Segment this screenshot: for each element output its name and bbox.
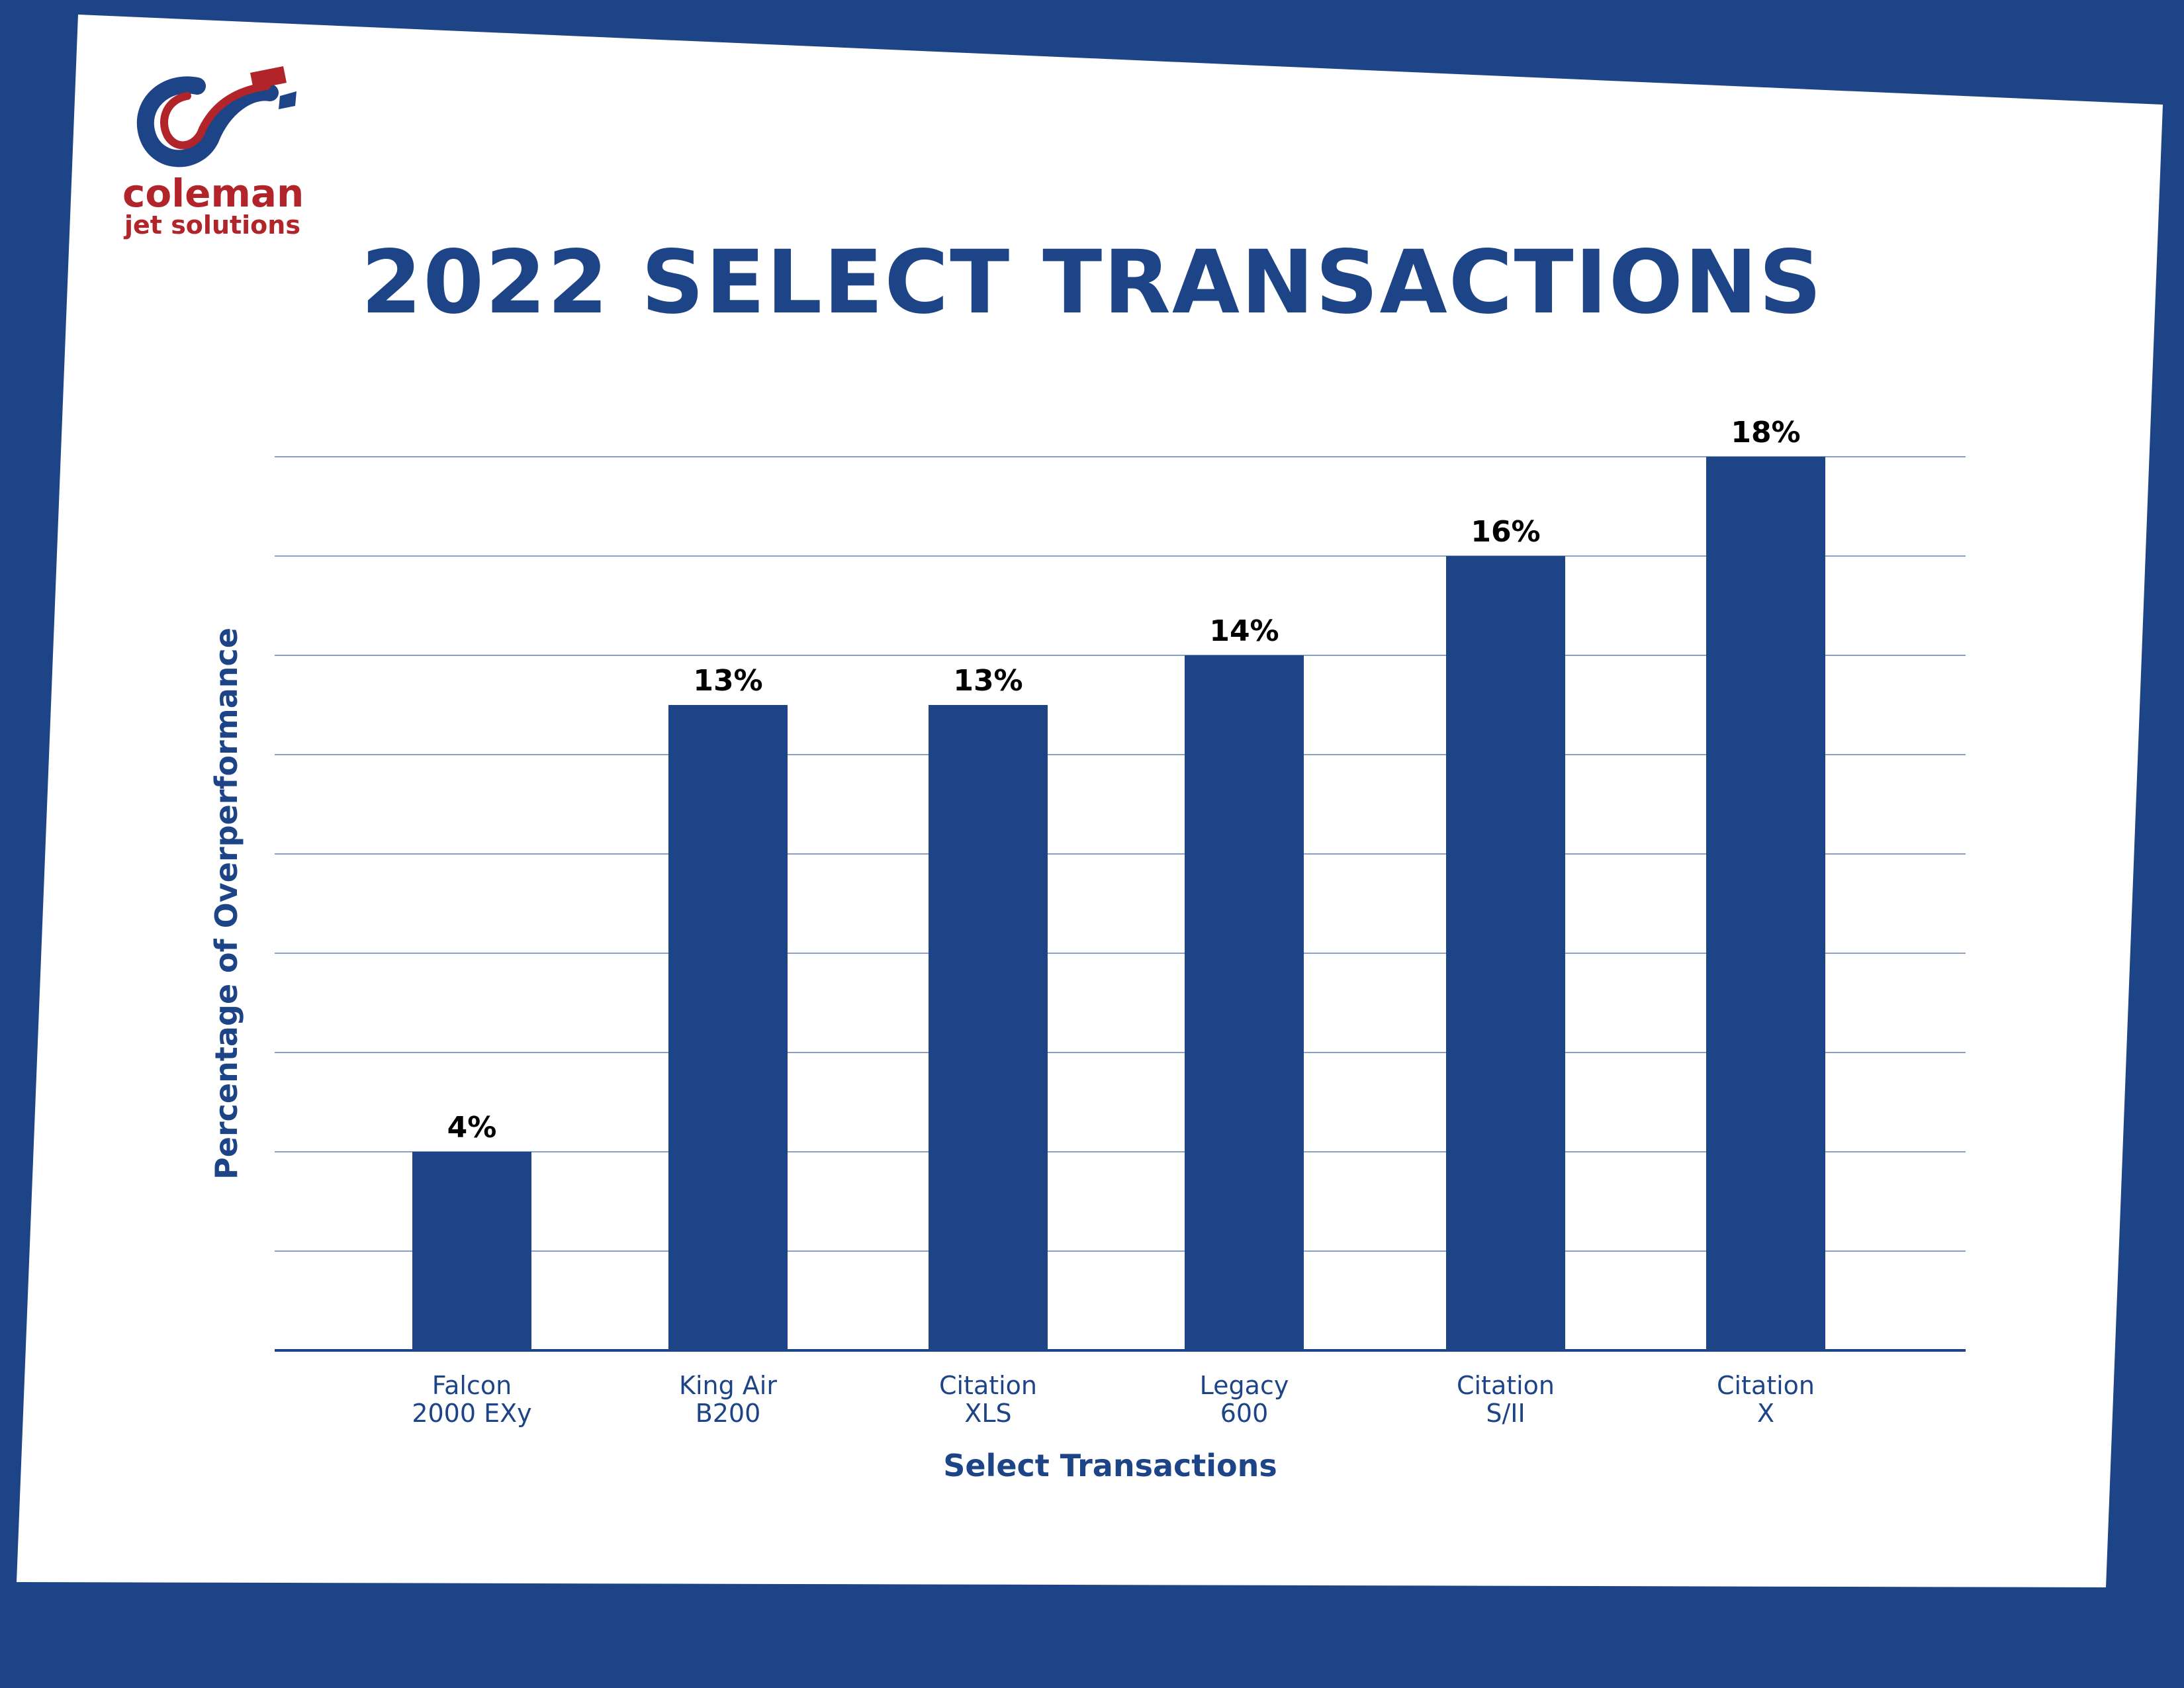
- bars: [412, 457, 1825, 1350]
- x-tick-label: Falcon: [432, 1371, 512, 1400]
- x-tick-label: Citation: [1717, 1371, 1815, 1400]
- data-label: 18%: [1731, 416, 1800, 449]
- chart-title: 2022 SELECT TRANSACTIONS: [361, 232, 1823, 334]
- x-tick-label: Legacy: [1200, 1371, 1289, 1400]
- x-tick-label: 600: [1220, 1399, 1269, 1428]
- x-tick-label: XLS: [964, 1399, 1011, 1428]
- x-tick-label: 2000 EXy: [412, 1399, 531, 1428]
- brand-name: coleman: [122, 171, 304, 216]
- bar: [1446, 556, 1565, 1350]
- data-label: 13%: [693, 664, 762, 698]
- x-tick-label: S/II: [1486, 1399, 1525, 1428]
- data-labels: 4% 13% 13% 14% 16% 18%: [447, 416, 1801, 1145]
- x-axis-title: Select Transactions: [943, 1448, 1277, 1483]
- bar: [1706, 457, 1825, 1350]
- data-label: 14%: [1209, 614, 1279, 648]
- x-tick-label: Citation: [1457, 1371, 1555, 1400]
- gridlines: [275, 456, 1966, 1252]
- y-axis-title: Percentage of Overperformance: [208, 628, 244, 1180]
- bar: [1185, 655, 1304, 1350]
- bar: [668, 705, 788, 1350]
- data-label: 4%: [447, 1111, 497, 1145]
- bar: [929, 705, 1048, 1350]
- data-label: 13%: [953, 664, 1023, 698]
- coleman-logo-icon: [136, 66, 296, 167]
- data-label: 16%: [1471, 515, 1540, 549]
- x-tick-label: B200: [696, 1399, 761, 1428]
- x-tick-label: Citation: [939, 1371, 1037, 1400]
- x-tick-label: King Air: [679, 1371, 777, 1400]
- brand-subtitle: jet solutions: [124, 211, 300, 240]
- bar: [412, 1152, 531, 1350]
- white-panel: [17, 15, 2163, 1587]
- x-tick-label: X: [1757, 1399, 1774, 1428]
